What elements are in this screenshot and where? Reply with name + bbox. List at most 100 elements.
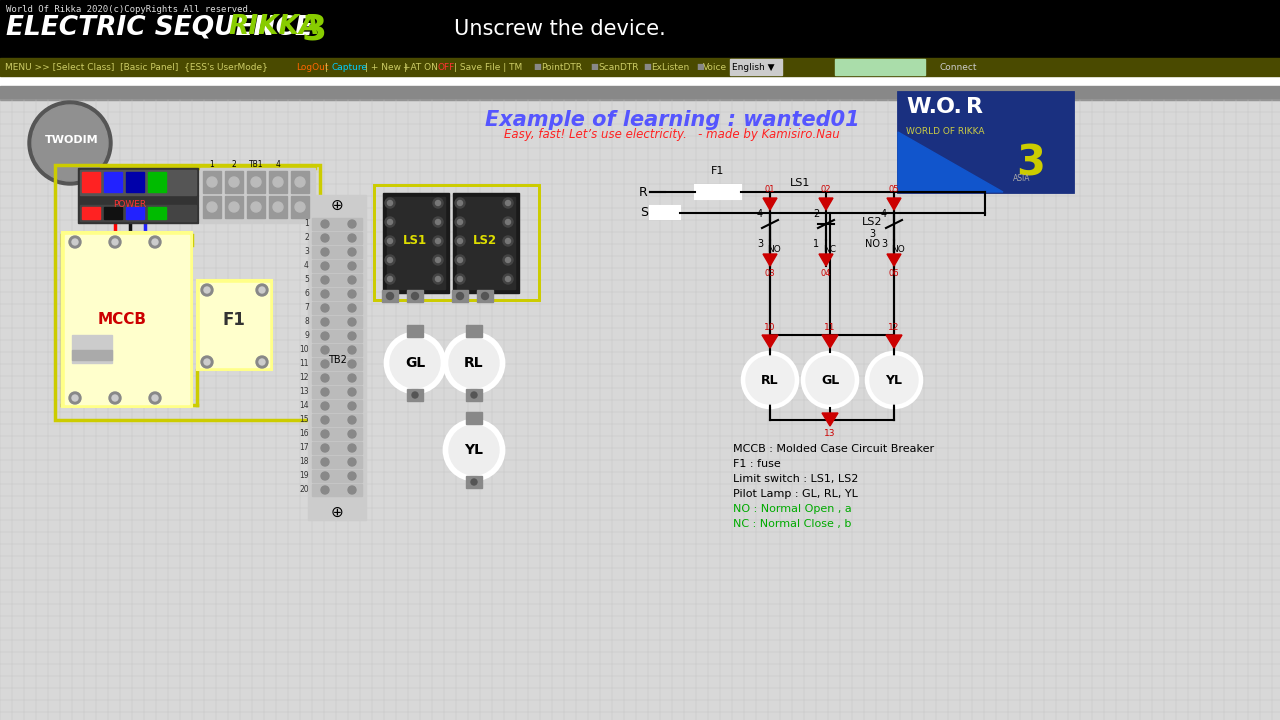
Circle shape (412, 392, 419, 398)
Text: 11: 11 (824, 323, 836, 333)
Text: 5: 5 (305, 276, 308, 284)
Text: GL: GL (820, 374, 840, 387)
Bar (312, 316, 362, 328)
Circle shape (204, 359, 210, 365)
Text: TB2: TB2 (328, 355, 347, 365)
Bar (312, 386, 362, 398)
Bar (61, 232, 192, 407)
Circle shape (321, 458, 329, 466)
Bar (312, 302, 362, 314)
Text: 14: 14 (300, 402, 308, 410)
Text: 2: 2 (232, 160, 237, 169)
Polygon shape (822, 413, 838, 426)
Circle shape (457, 276, 462, 282)
Text: 4: 4 (756, 209, 763, 219)
Circle shape (481, 292, 489, 300)
Circle shape (454, 217, 465, 227)
Text: Easy, fast! Let’s use electricity.   - made by Kamisiro.Nau: Easy, fast! Let’s use electricity. - mad… (504, 128, 840, 141)
Text: 3: 3 (302, 12, 328, 46)
Text: LS1: LS1 (403, 235, 428, 248)
Circle shape (348, 318, 356, 326)
Polygon shape (822, 335, 838, 348)
Bar (72, 335, 113, 363)
Circle shape (259, 359, 265, 365)
Text: 4: 4 (275, 160, 280, 169)
Bar (457, 197, 515, 289)
Circle shape (207, 177, 218, 187)
Circle shape (388, 200, 393, 205)
Bar (0, 0, 1280, 58)
Bar (312, 288, 362, 300)
Bar (82, 172, 100, 192)
Bar (650, 206, 680, 219)
Text: 10: 10 (764, 323, 776, 333)
Bar (247, 171, 265, 193)
Circle shape (506, 200, 511, 205)
Text: WORLD OF RIKKA: WORLD OF RIKKA (906, 127, 984, 136)
Bar (148, 207, 166, 219)
Text: |: | (325, 63, 330, 71)
Text: ■: ■ (532, 63, 541, 71)
Text: 03: 03 (764, 269, 776, 278)
Circle shape (457, 258, 462, 263)
Bar (204, 196, 221, 218)
Circle shape (113, 239, 118, 245)
Text: 8: 8 (305, 318, 308, 326)
Text: 1: 1 (305, 220, 308, 228)
Text: NO : Normal Open , a: NO : Normal Open , a (733, 504, 851, 514)
Circle shape (433, 236, 443, 246)
Bar (453, 193, 518, 293)
Circle shape (72, 395, 78, 401)
Circle shape (229, 202, 239, 212)
Text: 15: 15 (300, 415, 308, 425)
Text: NO: NO (767, 246, 781, 254)
Circle shape (321, 388, 329, 396)
Circle shape (803, 352, 858, 408)
Text: NC: NC (823, 246, 837, 254)
Text: Unscrew the device.: Unscrew the device. (454, 19, 666, 39)
Bar (55, 165, 320, 420)
Circle shape (506, 238, 511, 243)
Bar (104, 172, 122, 192)
Circle shape (69, 236, 81, 248)
Circle shape (411, 292, 419, 300)
Text: 3: 3 (869, 229, 876, 239)
Circle shape (321, 262, 329, 270)
Bar (269, 196, 287, 218)
Polygon shape (763, 254, 777, 266)
Bar (466, 412, 483, 424)
Text: 4: 4 (881, 209, 887, 219)
Text: NC : Normal Close , b: NC : Normal Close , b (733, 519, 851, 529)
Text: F1 : fuse: F1 : fuse (733, 459, 781, 469)
Circle shape (321, 472, 329, 480)
Circle shape (387, 292, 393, 300)
Circle shape (388, 238, 393, 243)
Circle shape (201, 284, 212, 296)
Circle shape (321, 360, 329, 368)
Circle shape (321, 290, 329, 298)
Text: ■: ■ (590, 63, 598, 71)
Circle shape (348, 332, 356, 340)
Circle shape (321, 416, 329, 424)
Bar (225, 196, 243, 218)
Bar (477, 290, 493, 302)
Bar (312, 456, 362, 468)
Text: ELECTRIC SEQUENCE: ELECTRIC SEQUENCE (6, 14, 323, 40)
Bar (899, 92, 1073, 192)
Bar (312, 246, 362, 258)
Circle shape (348, 304, 356, 312)
Text: World Of Rikka 2020(c)CopyRights All reserved.: World Of Rikka 2020(c)CopyRights All res… (6, 5, 253, 14)
Text: NO: NO (891, 246, 905, 254)
Circle shape (348, 276, 356, 284)
Circle shape (321, 444, 329, 452)
Circle shape (256, 284, 268, 296)
Text: GL: GL (404, 356, 425, 370)
Text: ■: ■ (643, 63, 650, 71)
Bar (104, 207, 122, 219)
Bar (452, 290, 468, 302)
Bar (312, 372, 362, 384)
Text: 18: 18 (300, 457, 308, 467)
Bar (65, 235, 189, 404)
Bar (125, 207, 143, 219)
Text: LS2: LS2 (861, 217, 882, 227)
